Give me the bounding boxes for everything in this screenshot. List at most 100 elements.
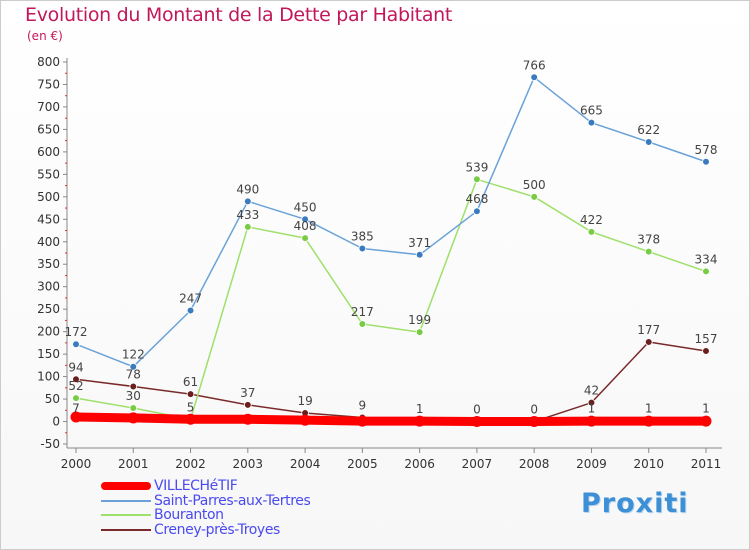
data-label: 622 [637,123,660,137]
data-label: 157 [695,332,718,346]
data-label: 500 [523,178,546,192]
data-point [129,382,138,391]
data-label: 78 [126,367,141,381]
data-label: 5 [187,400,195,414]
y-tick-label: 500 [37,190,60,204]
data-point [185,413,197,425]
y-tick-label: 0 [52,415,60,429]
y-tick-label: 650 [37,122,60,136]
data-point [644,138,653,146]
data-label: 94 [68,360,83,374]
y-tick-label: 400 [37,235,60,249]
data-point [186,390,195,398]
data-point [358,244,367,253]
data-point [129,404,138,412]
data-label: 7 [72,402,80,416]
data-point [473,175,481,184]
data-label: 408 [294,219,317,233]
data-label: 247 [179,292,202,306]
data-point [702,347,710,355]
legend-item: VILLECHéTIF [101,478,310,494]
data-label: 1 [645,402,653,416]
data-point [356,415,368,427]
data-point [415,328,424,336]
x-tick-label: 2006 [404,457,435,471]
data-point [702,157,710,166]
data-label: 0 [473,403,481,417]
y-tick-label: 750 [37,77,60,91]
data-point [700,415,712,427]
legend-item: Saint-Parres-aux-Tertres [101,493,311,509]
data-label: 334 [695,252,718,266]
data-point [471,416,483,428]
legend-swatch [101,499,151,502]
data-label: 422 [580,213,603,227]
data-point [72,340,80,349]
data-point [644,247,653,256]
proxiti-logo: Proxiti [581,488,689,519]
x-tick-label: 2009 [576,457,607,471]
data-label: 539 [465,160,488,174]
data-label: 217 [351,305,374,319]
data-label: 42 [584,384,599,398]
data-label: 9 [359,398,367,412]
y-tick-label: 600 [37,145,60,159]
data-point [244,401,252,409]
y-tick-label: 50 [45,392,60,406]
data-label: 61 [183,375,198,389]
data-label: 19 [297,394,312,408]
legend-swatch [101,482,151,491]
x-tick-label: 2002 [175,457,206,471]
data-label: 52 [68,379,83,393]
data-point [301,234,309,242]
data-label: 122 [122,348,145,362]
series-line [75,178,707,421]
x-tick-label: 2004 [290,457,321,471]
chart-subtitle: (en €) [27,29,63,43]
x-tick-label: 2007 [462,457,493,471]
legend-label: Bouranton [154,507,224,524]
data-point [358,320,367,328]
data-point [186,306,195,315]
data-point [129,362,138,371]
data-point [301,215,309,224]
data-point [585,415,597,427]
y-tick-label: 200 [37,325,60,339]
data-label: 450 [294,200,317,214]
data-point [72,375,80,384]
data-label: 199 [408,313,431,327]
data-point [242,413,254,425]
data-point [244,197,252,206]
data-point [70,411,82,423]
x-tick-label: 2003 [233,457,264,471]
data-point [299,414,311,426]
legend-swatch [101,528,151,531]
data-point [72,394,80,402]
series-line [71,412,711,427]
series-line [75,341,707,423]
legend-swatch [101,514,151,517]
data-label: 1 [588,402,596,416]
data-point [473,207,481,216]
legend-label: Creney-près-Troyes [154,521,280,538]
data-point [530,73,538,82]
data-label: 371 [408,236,431,250]
data-point [644,338,653,346]
y-tick-label: 550 [37,167,60,181]
y-tick-label: 450 [37,212,60,226]
x-tick-label: 2001 [118,457,149,471]
y-tick-label: -50 [40,437,60,451]
y-tick-label: 100 [37,370,60,384]
data-label: 37 [240,386,255,400]
x-tick-label: 2010 [633,457,664,471]
data-label: 1 [416,402,424,416]
data-point [530,193,538,201]
y-tick-label: 250 [37,302,60,316]
data-label: 177 [637,323,660,337]
x-tick-label: 2000 [61,457,92,471]
x-tick-label: 2008 [519,457,550,471]
data-label: 433 [236,208,259,222]
y-tick-label: 150 [37,347,60,361]
data-label: 0 [530,403,538,417]
